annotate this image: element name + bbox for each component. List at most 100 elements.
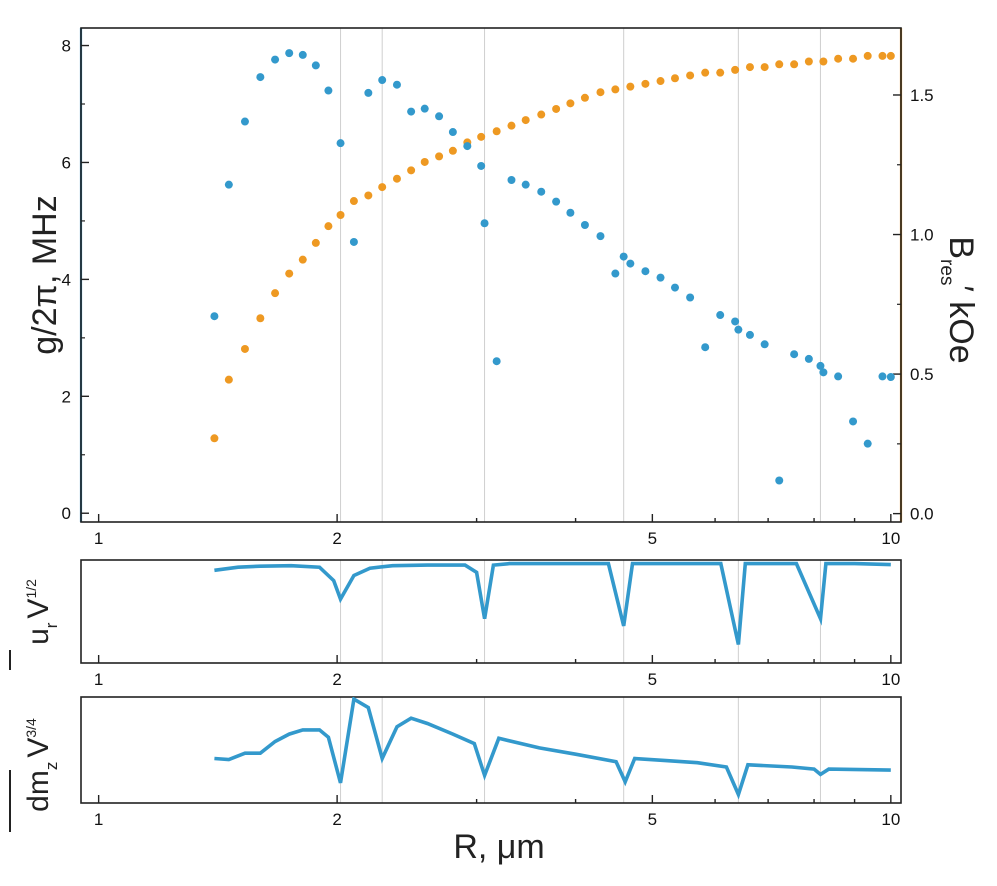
main-left-ticks: 0 2 4 6 8 bbox=[62, 37, 89, 523]
b-point-24 bbox=[552, 104, 561, 113]
g-point-45 bbox=[816, 361, 825, 370]
b-point-46 bbox=[878, 51, 887, 60]
b-point-43 bbox=[834, 54, 843, 63]
g-point-36 bbox=[701, 343, 710, 352]
g-point-43 bbox=[790, 350, 799, 359]
main-frame bbox=[80, 27, 902, 523]
b-point-4 bbox=[271, 289, 280, 298]
b-point-29 bbox=[626, 82, 635, 91]
main-x-ticks: 1 2 5 10 bbox=[94, 514, 900, 548]
g-point-13 bbox=[392, 80, 401, 89]
x-tick-label-1: 2 bbox=[332, 670, 341, 689]
ur-axis-label: urV1/2 bbox=[22, 579, 61, 645]
g-point-41 bbox=[760, 340, 769, 349]
x-tick-label-0: 1 bbox=[94, 810, 103, 829]
g-point-34 bbox=[670, 283, 679, 292]
b-point-28 bbox=[611, 85, 620, 94]
dmz-axis-label: dmzV3/4 bbox=[22, 718, 61, 812]
ur-frame bbox=[80, 559, 902, 664]
x-tick-label-1: 2 bbox=[332, 810, 341, 829]
g-point-4 bbox=[271, 55, 280, 64]
dmz-label-sub: z bbox=[42, 762, 61, 771]
main-panel: 1 2 5 10 0 2 4 6 8 0.0 0.5 1.0 1.5 g/2π, MHz Bres′… bbox=[26, 27, 980, 548]
g-point-21 bbox=[492, 357, 501, 366]
g-point-9 bbox=[336, 139, 345, 148]
b-point-7 bbox=[311, 238, 320, 247]
g-point-0 bbox=[210, 312, 219, 321]
g-series bbox=[210, 49, 895, 485]
g-point-23 bbox=[521, 180, 530, 189]
b-point-1 bbox=[224, 375, 233, 384]
dmz-panel: 1 2 5 10 dmzV3/4 R, μm bbox=[9, 696, 902, 866]
b-point-26 bbox=[580, 93, 589, 102]
right-tick-label-0: 0.0 bbox=[910, 505, 934, 524]
x-tick-label-2: 5 bbox=[648, 670, 657, 689]
b-point-35 bbox=[716, 68, 725, 77]
g-point-17 bbox=[448, 128, 457, 137]
ur-label-mid: V bbox=[22, 599, 55, 619]
g-point-20 bbox=[480, 219, 489, 228]
right-tick-label-2: 1.0 bbox=[910, 226, 934, 245]
right-axis-label-rest: ′ kOe bbox=[942, 285, 980, 363]
x-tick-label-2: 5 bbox=[648, 529, 657, 548]
g-point-46 bbox=[819, 368, 828, 377]
b-point-37 bbox=[745, 63, 754, 72]
g-point-22 bbox=[507, 176, 516, 184]
b-point-5 bbox=[285, 269, 294, 278]
dmz-series bbox=[214, 697, 891, 800]
x-tick-label-0: 1 bbox=[94, 670, 103, 689]
b-point-15 bbox=[420, 157, 429, 166]
g-point-31 bbox=[626, 259, 635, 268]
g-point-16 bbox=[435, 112, 444, 121]
x-tick-label-0: 1 bbox=[94, 529, 103, 548]
g-point-7 bbox=[311, 61, 320, 70]
ur-label-sup: 1/2 bbox=[23, 579, 39, 599]
ur-series bbox=[214, 561, 891, 645]
ur-vlines bbox=[340, 560, 821, 663]
ur-x-ticks: 1 2 5 10 bbox=[94, 655, 900, 689]
right-axis-label-main: B bbox=[942, 236, 980, 259]
g-point-40 bbox=[745, 330, 754, 339]
right-tick-label-3: 1.5 bbox=[910, 86, 934, 105]
b-point-13 bbox=[392, 174, 401, 183]
b-point-23 bbox=[537, 110, 546, 119]
g-point-38 bbox=[731, 317, 740, 326]
right-tick-label-1: 0.5 bbox=[910, 365, 934, 384]
g-point-1 bbox=[224, 180, 233, 189]
dmz-frame bbox=[80, 696, 902, 804]
b-point-32 bbox=[670, 74, 679, 83]
g-point-39 bbox=[734, 325, 743, 334]
g-point-11 bbox=[364, 88, 373, 97]
g-point-48 bbox=[849, 417, 858, 426]
g-point-14 bbox=[407, 107, 416, 116]
left-tick-label-4: 8 bbox=[62, 37, 71, 56]
b-point-42 bbox=[819, 57, 828, 66]
b-point-31 bbox=[656, 77, 665, 86]
b-point-20 bbox=[492, 127, 501, 136]
b-point-17 bbox=[448, 146, 457, 155]
x-tick-label-2: 5 bbox=[648, 810, 657, 829]
dmz-x-ticks: 1 2 5 10 bbox=[94, 795, 900, 829]
b-point-33 bbox=[686, 71, 695, 80]
g-point-44 bbox=[804, 354, 813, 363]
right-axis-label: Bres′ kOe bbox=[936, 236, 980, 363]
b-point-8 bbox=[324, 222, 333, 231]
b-point-38 bbox=[760, 63, 769, 72]
b-point-12 bbox=[378, 183, 387, 192]
b-point-39 bbox=[775, 60, 784, 69]
g-point-26 bbox=[566, 208, 575, 217]
b-point-11 bbox=[364, 191, 373, 200]
g-point-6 bbox=[298, 50, 307, 59]
right-axis-label-sub: res bbox=[936, 259, 957, 285]
g-point-3 bbox=[256, 73, 265, 82]
b-point-19 bbox=[477, 132, 486, 141]
g-point-25 bbox=[552, 197, 561, 206]
left-tick-label-3: 6 bbox=[62, 153, 71, 172]
g-point-30 bbox=[619, 252, 628, 261]
b-point-47 bbox=[886, 51, 895, 60]
b-point-0 bbox=[210, 434, 219, 443]
dmz-label-mid: V bbox=[22, 738, 55, 758]
x-tick-label-3: 10 bbox=[881, 810, 900, 829]
dmz-label-main: dm bbox=[22, 770, 55, 812]
g-point-24 bbox=[537, 187, 546, 196]
